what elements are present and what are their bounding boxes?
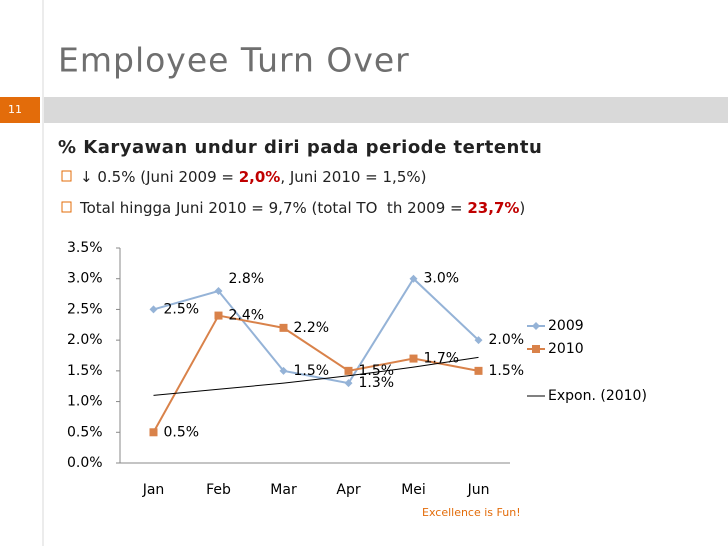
data-label: 2.5% (164, 301, 200, 317)
bullet-segment: 2,0% (239, 168, 281, 186)
data-label: 1.7% (424, 351, 460, 367)
point (409, 354, 418, 363)
bullet-segment: ↓ 0.5% (Juni 2009 = (80, 168, 239, 186)
y-tick-label: 3.5% (67, 240, 103, 256)
heading: % Karyawan undur diri pada periode terte… (58, 137, 542, 158)
point (474, 366, 483, 375)
x-tick-label: Jun (467, 482, 490, 498)
data-label: 2.2% (294, 320, 330, 336)
point (214, 311, 223, 320)
bullet-segment: 23,7% (467, 199, 519, 217)
bullet-box (61, 170, 72, 182)
data-label: 2.4% (229, 308, 265, 324)
trend-line (153, 356, 479, 396)
data-label: 1.3% (359, 375, 395, 391)
slide-title: Employee Turn Over (58, 41, 410, 80)
slide-number: 11 (8, 103, 22, 116)
point (344, 366, 353, 375)
bullet-text: Total hingga Juni 2010 = 9,7% (total TO … (79, 199, 525, 217)
y-tick-label: 2.5% (67, 301, 103, 317)
header-bar (44, 97, 728, 123)
point (409, 274, 418, 283)
y-tick-label: 1.5% (67, 363, 103, 379)
legend-marker (532, 345, 540, 353)
data-label: 0.5% (164, 424, 200, 440)
data-label: 2.0% (489, 332, 525, 348)
data-label: 1.5% (489, 363, 525, 379)
data-label: 3.0% (424, 271, 460, 287)
x-tick-label: Apr (336, 482, 360, 498)
footer: Excellence is Fun! (422, 506, 521, 519)
point (149, 305, 158, 314)
y-tick-label: 0.5% (67, 424, 103, 440)
x-tick-label: Mei (401, 482, 426, 498)
y-tick-label: 1.0% (67, 394, 103, 410)
point (149, 428, 158, 437)
legend-label: 2009 (548, 318, 584, 334)
point (344, 379, 353, 388)
y-tick-label: 0.0% (67, 455, 103, 471)
legend-label: 2010 (548, 341, 584, 357)
x-tick-label: Mar (270, 482, 297, 498)
bullet-segment: Total hingga Juni 2010 = 9,7% (total TO … (79, 199, 467, 217)
series-line (152, 314, 479, 433)
point (279, 366, 288, 375)
x-tick-label: Jan (142, 482, 165, 498)
number-box (0, 97, 40, 123)
point (279, 323, 288, 332)
data-label: 2.8% (229, 271, 265, 287)
chart: 0.0% 0.5% 1.0% 1.5% 2.0% 2.5% 3.0% 3.5% Jan Feb Ma… (67, 240, 647, 498)
bullet-box (61, 201, 72, 213)
data-label: 1.5% (359, 363, 395, 379)
series-line (153, 277, 480, 385)
legend-label: Expon. (2010) (548, 388, 647, 404)
y-tick-label: 2.0% (67, 332, 103, 348)
x-tick-label: Feb (206, 482, 231, 498)
y-tick-label: 3.0% (67, 271, 103, 287)
data-label: 1.5% (294, 363, 330, 379)
bullet-segment: , Juni 2010 = 1,5%) (280, 168, 426, 186)
point (214, 287, 223, 295)
bullet-text: ↓ 0.5% (Juni 2009 = 2,0%, Juni 2010 = 1,… (80, 168, 426, 186)
bullets: ↓ 0.5% (Juni 2009 = 2,0%, Juni 2010 = 1,… (79, 168, 525, 217)
point (474, 336, 483, 345)
bullet-segment: ) (519, 199, 525, 217)
legend-marker (532, 322, 540, 330)
